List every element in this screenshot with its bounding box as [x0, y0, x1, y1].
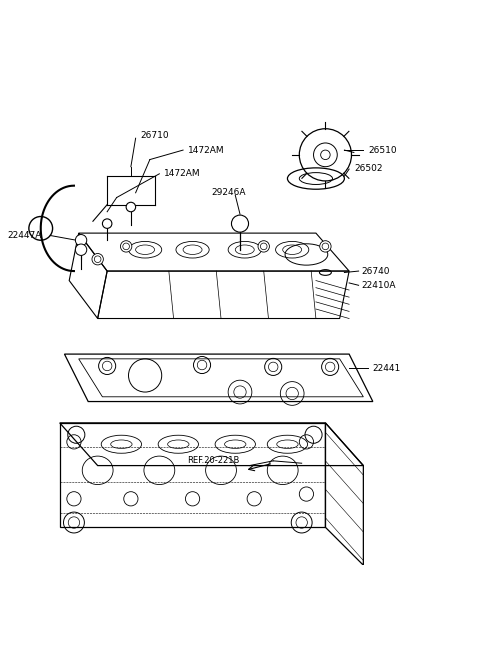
Circle shape — [231, 215, 249, 232]
Circle shape — [261, 243, 267, 250]
Text: 1472AM: 1472AM — [164, 169, 201, 178]
Text: 22410A: 22410A — [361, 281, 396, 290]
Circle shape — [102, 219, 112, 228]
Circle shape — [75, 244, 87, 255]
Circle shape — [123, 243, 130, 250]
Circle shape — [126, 202, 136, 212]
Text: 1472AM: 1472AM — [188, 146, 225, 155]
Circle shape — [92, 253, 103, 265]
Text: 22447A: 22447A — [8, 231, 42, 240]
Circle shape — [322, 243, 329, 250]
Circle shape — [320, 241, 331, 252]
Text: 22441: 22441 — [373, 364, 401, 373]
Circle shape — [95, 256, 101, 262]
Circle shape — [258, 241, 269, 252]
Text: 26502: 26502 — [354, 164, 383, 173]
Text: 26710: 26710 — [140, 131, 169, 140]
Text: REF.20-221B: REF.20-221B — [188, 457, 240, 465]
Circle shape — [120, 241, 132, 252]
Text: 29246A: 29246A — [212, 188, 246, 197]
Text: 26740: 26740 — [361, 266, 389, 276]
Circle shape — [75, 235, 87, 246]
Text: 26510: 26510 — [368, 146, 397, 155]
